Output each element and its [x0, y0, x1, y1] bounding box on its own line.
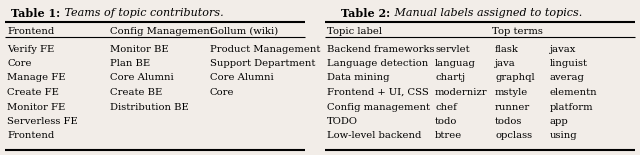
Text: Create FE: Create FE [7, 88, 59, 97]
Text: Frontend: Frontend [7, 131, 54, 140]
Text: Distribution BE: Distribution BE [110, 102, 189, 111]
Text: platform: platform [550, 102, 594, 111]
Text: Low-level backend: Low-level backend [327, 131, 421, 140]
Text: elementn: elementn [550, 88, 598, 97]
Text: Core: Core [7, 59, 31, 68]
Text: Frontend: Frontend [7, 27, 54, 35]
Text: Table 2:: Table 2: [341, 8, 390, 19]
Text: Plan BE: Plan BE [110, 59, 150, 68]
Text: app: app [550, 117, 569, 126]
Text: btree: btree [435, 131, 462, 140]
Text: Product Management: Product Management [210, 44, 321, 53]
Text: javax: javax [550, 44, 577, 53]
Text: Language detection: Language detection [327, 59, 428, 68]
Text: chartj: chartj [435, 73, 465, 82]
Text: mstyle: mstyle [495, 88, 528, 97]
Text: Teams of topic contributors.: Teams of topic contributors. [61, 8, 223, 18]
Text: Manual labels assigned to topics.: Manual labels assigned to topics. [391, 8, 582, 18]
Text: todo: todo [435, 117, 458, 126]
Text: Monitor BE: Monitor BE [110, 44, 168, 53]
Text: Manage FE: Manage FE [7, 73, 65, 82]
Text: linguist: linguist [550, 59, 588, 68]
Text: Core: Core [210, 88, 234, 97]
Text: chef: chef [435, 102, 457, 111]
Text: java: java [495, 59, 516, 68]
Text: using: using [550, 131, 578, 140]
Text: TODO: TODO [327, 117, 358, 126]
Text: Config management: Config management [327, 102, 430, 111]
Text: Backend frameworks: Backend frameworks [327, 44, 435, 53]
Text: Top terms: Top terms [492, 27, 543, 35]
Text: opclass: opclass [495, 131, 532, 140]
Text: graphql: graphql [495, 73, 534, 82]
Text: Gollum (wiki): Gollum (wiki) [210, 27, 278, 35]
Text: Monitor FE: Monitor FE [7, 102, 65, 111]
Text: Topic label: Topic label [327, 27, 382, 35]
Text: servlet: servlet [435, 44, 470, 53]
Text: todos: todos [495, 117, 522, 126]
Text: Serverless FE: Serverless FE [7, 117, 77, 126]
Text: Core Alumni: Core Alumni [110, 73, 173, 82]
Text: Data mining: Data mining [327, 73, 390, 82]
Text: Support Department: Support Department [210, 59, 316, 68]
Text: flask: flask [495, 44, 519, 53]
Text: averag: averag [550, 73, 585, 82]
Text: Config Management: Config Management [110, 27, 214, 35]
Text: Table 1:: Table 1: [11, 8, 60, 19]
Text: modernizr: modernizr [435, 88, 488, 97]
Text: Create BE: Create BE [110, 88, 163, 97]
Text: languag: languag [435, 59, 476, 68]
Text: Verify FE: Verify FE [7, 44, 54, 53]
Text: Frontend + UI, CSS: Frontend + UI, CSS [327, 88, 429, 97]
Text: Core Alumni: Core Alumni [210, 73, 274, 82]
Text: runner: runner [495, 102, 531, 111]
